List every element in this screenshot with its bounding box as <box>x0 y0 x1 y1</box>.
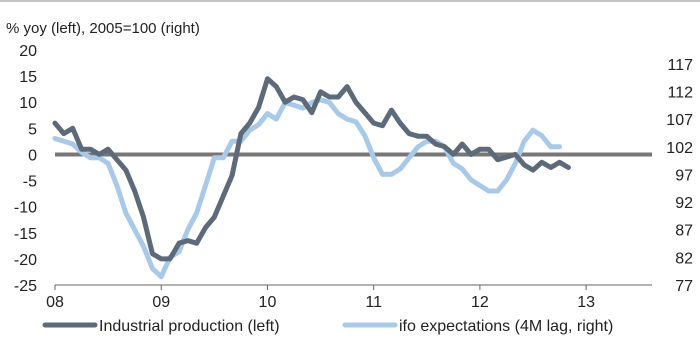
legend-label-industrial-production: Industrial production (left) <box>99 318 280 335</box>
right-tick-label: 102 <box>666 140 693 157</box>
left-tick-label: -20 <box>14 252 37 269</box>
left-tick-label: -10 <box>14 200 37 217</box>
series-line-industrial-production <box>52 76 571 262</box>
left-tick-label: -15 <box>14 226 37 243</box>
right-tick-label: 77 <box>675 278 693 295</box>
x-tick-label: 11 <box>365 294 382 311</box>
legend-label-ifo-expectations: ifo expectations (4M lag, right) <box>399 318 613 335</box>
right-tick-label: 117 <box>667 57 693 74</box>
left-tick-label: -25 <box>14 278 37 295</box>
left-tick-label: 20 <box>19 43 37 60</box>
series-line-ifo-expectations <box>52 97 563 280</box>
right-tick-label: 97 <box>675 167 693 184</box>
left-tick-label: 10 <box>19 95 37 112</box>
right-tick-label: 82 <box>675 250 693 267</box>
legend: Industrial production (left) ifo expecta… <box>42 318 613 335</box>
right-tick-label: 92 <box>675 195 693 212</box>
x-tick-label: 10 <box>259 294 277 311</box>
left-tick-label: -5 <box>23 174 37 191</box>
x-tick-label: 08 <box>46 294 64 311</box>
left-tick-label: 5 <box>28 121 37 138</box>
left-tick-label: 0 <box>28 147 37 164</box>
chart-subtitle: % yoy (left), 2005=100 (right) <box>6 20 200 37</box>
right-axis-ticks: 117 112 107 102 97 92 87 82 77 <box>666 57 693 295</box>
right-tick-label: 107 <box>666 112 693 129</box>
x-tick-label: 09 <box>152 294 170 311</box>
x-tick-label: 13 <box>577 294 595 311</box>
right-tick-label: 112 <box>667 84 693 101</box>
right-tick-label: 87 <box>675 223 693 240</box>
series-group <box>52 76 571 280</box>
x-axis-ticks: 08 09 10 11 12 13 <box>46 285 595 311</box>
x-tick-label: 12 <box>471 294 489 311</box>
left-axis-ticks: 20 15 10 5 0 -5 -10 -15 -20 -25 <box>14 43 37 295</box>
left-tick-label: 15 <box>19 69 37 86</box>
